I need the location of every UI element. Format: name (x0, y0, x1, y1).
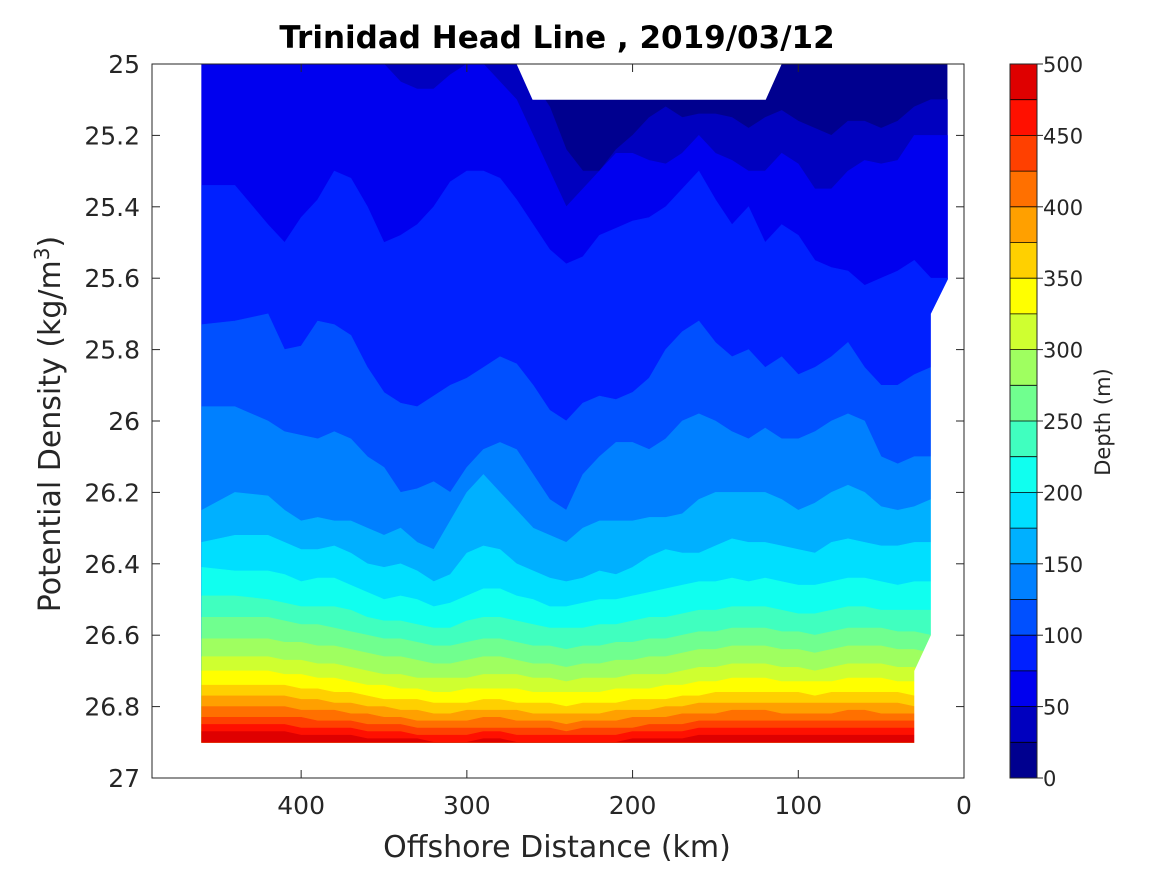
y-axis-label-text: Potential Density (kg/m (33, 260, 68, 612)
no-data-nearshore (914, 278, 949, 744)
x-tick-label: 200 (609, 791, 657, 820)
colorbar-tick-label: 300 (1043, 339, 1083, 363)
y-tick-label: 25.8 (84, 336, 140, 365)
colorbar-segment (1010, 706, 1037, 743)
colorbar-segment (1010, 99, 1037, 136)
data-mask (516, 64, 949, 744)
colorbar-segment (1010, 599, 1037, 636)
colorbar-segment (1010, 385, 1037, 421)
colorbar-tick-label: 400 (1043, 196, 1083, 220)
x-tick-label: 400 (277, 791, 325, 820)
y-axis-label-superscript: 3 (30, 247, 54, 260)
colorbar-segment (1010, 528, 1037, 564)
colorbar-segment (1010, 349, 1037, 386)
contour-layers (201, 63, 948, 743)
y-tick-label: 25 (108, 50, 140, 79)
colorbar-segment (1010, 278, 1037, 314)
colorbar-segment (1010, 742, 1037, 778)
colorbar-segment (1010, 563, 1037, 600)
y-tick-label: 27 (108, 764, 140, 793)
colorbar-tick-label: 0 (1043, 767, 1056, 791)
x-axis-ticks: 400 300 200 100 0 (277, 64, 972, 820)
colorbar-segment (1010, 64, 1037, 100)
colorbar-tick-label: 250 (1043, 410, 1083, 434)
y-tick-label: 26.2 (84, 478, 140, 507)
colorbar-label: Depth (m) (1091, 368, 1115, 475)
colorbar-segment (1010, 206, 1037, 243)
y-tick-label: 26.8 (84, 693, 140, 722)
colorbar-segment (1010, 456, 1037, 493)
y-tick-label: 25.2 (84, 121, 140, 150)
x-tick-label: 100 (774, 791, 822, 820)
colorbar-segment (1010, 171, 1037, 207)
colorbar-segment (1010, 635, 1037, 671)
y-tick-label: 25.4 (84, 193, 140, 222)
colorbar-segment (1010, 135, 1037, 172)
y-axis-label: Potential Density (kg/m3) (30, 236, 68, 612)
colorbar-tick-label: 500 (1043, 53, 1083, 77)
y-axis-label-close: ) (33, 236, 68, 248)
colorbar-segment (1010, 313, 1037, 350)
x-axis-label: Offshore Distance (km) (383, 830, 731, 865)
colorbar: 0 50 100 150 200 250 300 350 400 450 500 (1009, 53, 1083, 791)
colorbar-segment (1010, 242, 1037, 279)
chart-title: Trinidad Head Line , 2019/03/12 (279, 20, 834, 56)
x-tick-label: 0 (956, 791, 972, 820)
colorbar-segment (1010, 492, 1037, 529)
colorbar-tick-label: 450 (1043, 124, 1083, 148)
colorbar-segment (1010, 670, 1037, 707)
colorbar-tick-label: 350 (1043, 267, 1083, 291)
no-data-gap-top (516, 64, 782, 100)
y-tick-label: 26 (108, 407, 140, 436)
y-axis-ticks: 25 25.2 25.4 25.6 25.8 26 26.2 26.4 26.6 26.8 27 (84, 50, 964, 793)
colorbar-tick-label: 150 (1043, 553, 1083, 577)
y-tick-label: 26.4 (84, 550, 140, 579)
colorbar-tick-label: 100 (1043, 624, 1083, 648)
y-tick-label: 25.6 (84, 264, 140, 293)
colorbar-tick-label: 50 (1043, 696, 1070, 720)
contour-band-475 (201, 731, 948, 743)
y-tick-label: 26.6 (84, 621, 140, 650)
colorbar-segment (1010, 421, 1037, 457)
x-tick-label: 300 (443, 791, 491, 820)
colorbar-tick-label: 200 (1043, 481, 1083, 505)
